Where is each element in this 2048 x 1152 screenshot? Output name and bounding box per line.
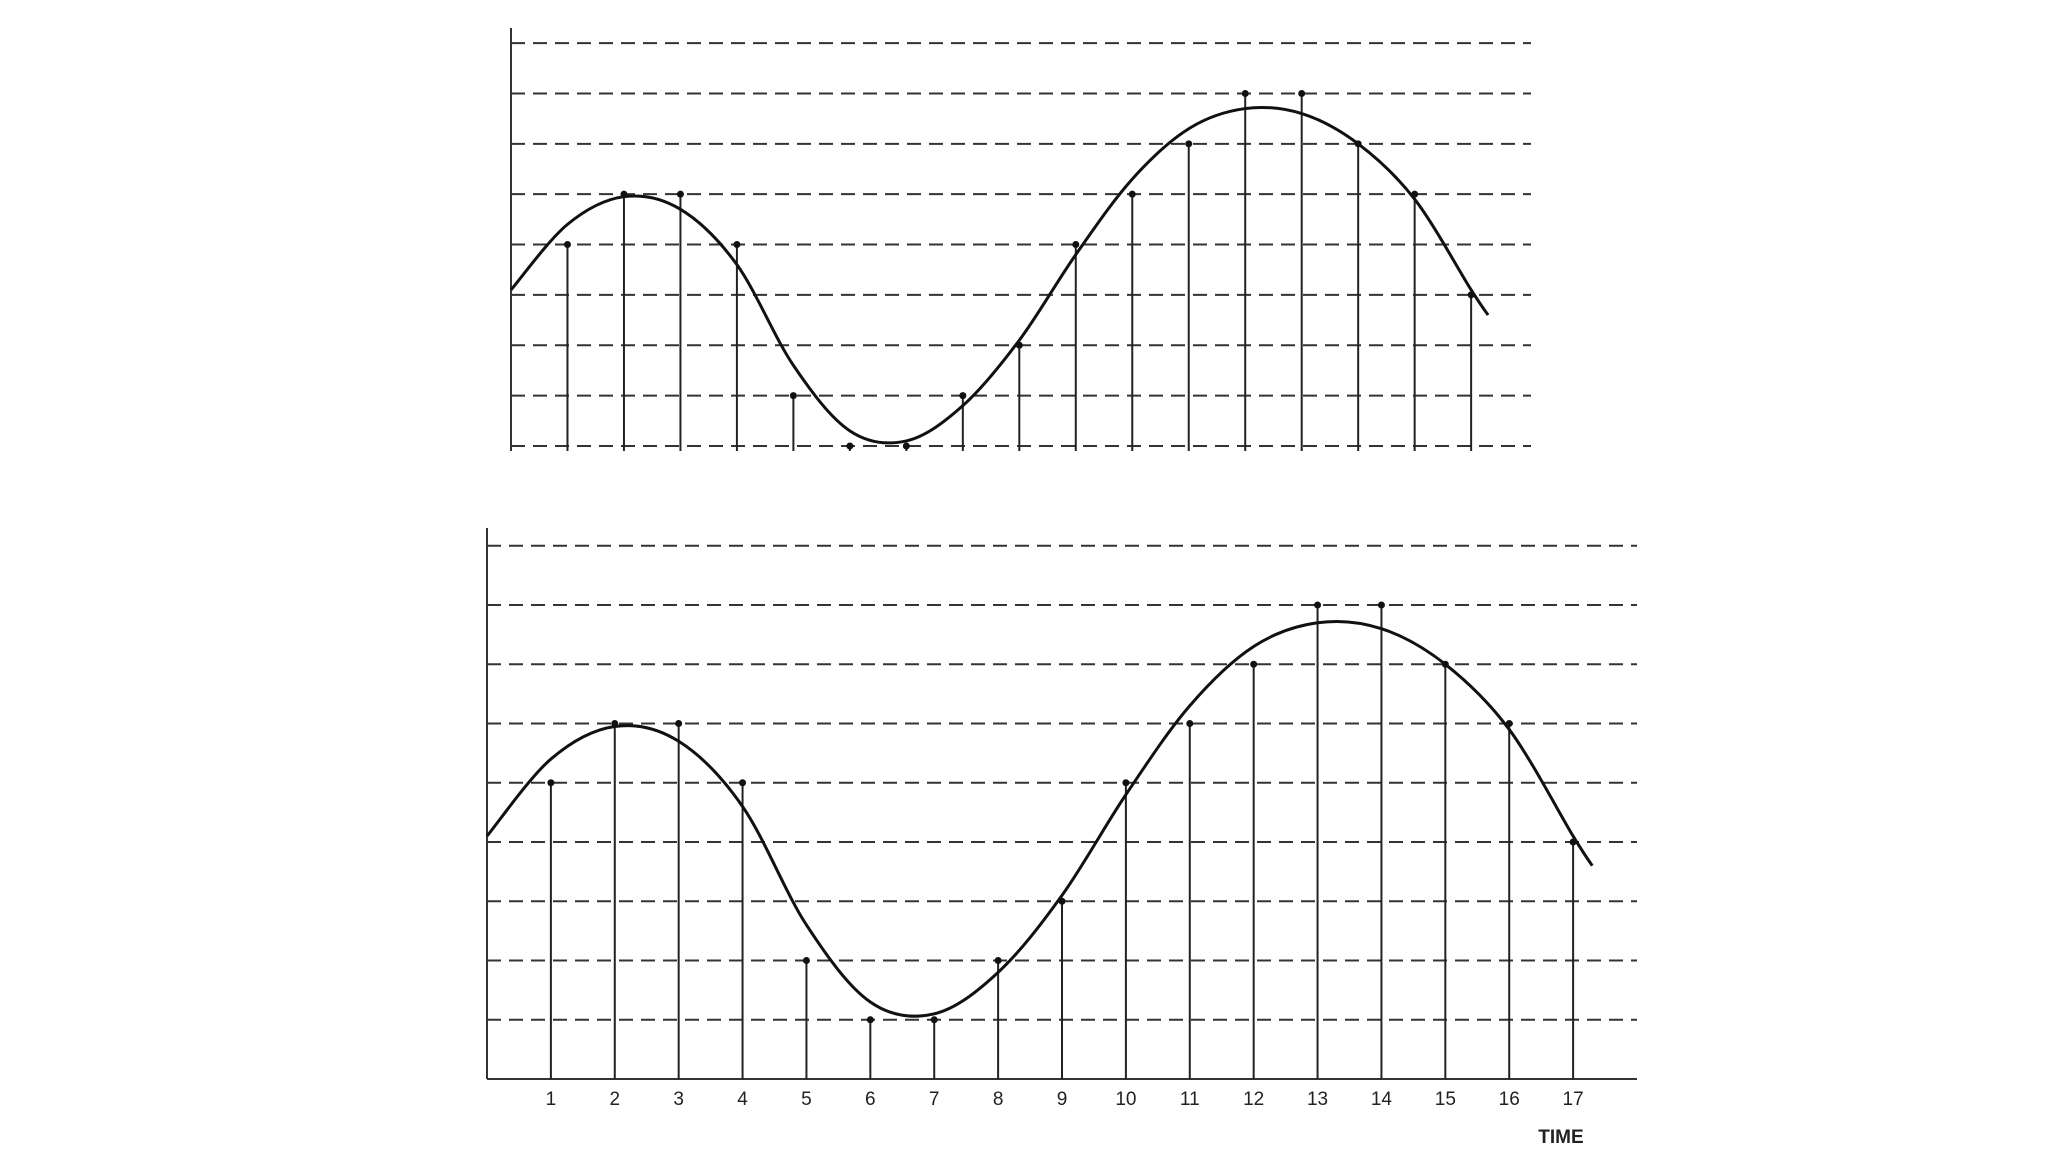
stem-head (563, 241, 571, 249)
x-tick-label: 15 (1435, 1089, 1456, 1110)
stem-head (866, 1016, 874, 1024)
stem-head (1072, 241, 1080, 249)
x-tick-label: 13 (1307, 1089, 1328, 1110)
stem-head (1250, 660, 1258, 668)
stem-head (739, 779, 747, 787)
x-tick-label: 12 (1243, 1089, 1264, 1110)
stem-head (1241, 89, 1249, 97)
stem-head (802, 957, 810, 965)
x-tick-label: 8 (993, 1089, 1004, 1110)
x-tick-label: 17 (1563, 1089, 1584, 1110)
x-tick-label: 3 (673, 1089, 684, 1110)
x-tick-label: 6 (865, 1089, 876, 1110)
stem-head (1298, 89, 1306, 97)
x-tick-label: 16 (1499, 1089, 1520, 1110)
x-tick-label: 9 (1057, 1089, 1068, 1110)
x-tick-label: 5 (801, 1089, 812, 1110)
signal-curve (509, 105, 1490, 445)
stem-head (789, 392, 797, 400)
signal-curve (485, 619, 1594, 1018)
stem-head (675, 720, 683, 728)
x-tick-label: 10 (1115, 1089, 1136, 1110)
stem-head (547, 779, 555, 787)
x-axis-label: TIME (1538, 1127, 1583, 1148)
x-tick-label: 14 (1371, 1089, 1393, 1110)
stem-head (1186, 720, 1194, 728)
stem-head (846, 442, 854, 450)
stem-head (1377, 601, 1385, 609)
x-tick-label: 4 (737, 1089, 748, 1110)
x-tick-label: 1 (546, 1089, 557, 1110)
x-tick-label: 2 (609, 1089, 620, 1110)
stem-head (994, 957, 1002, 965)
stem-head (1314, 601, 1322, 609)
stem-head (1122, 779, 1130, 787)
stem-head (1128, 190, 1136, 198)
stem-head (1185, 140, 1193, 148)
x-tick-label: 7 (929, 1089, 940, 1110)
stem-head (676, 190, 684, 198)
stem-head (959, 392, 967, 400)
stem-head (930, 1016, 938, 1024)
stem-head (733, 241, 741, 249)
stem-head (902, 442, 910, 450)
x-tick-label: 11 (1180, 1089, 1200, 1110)
